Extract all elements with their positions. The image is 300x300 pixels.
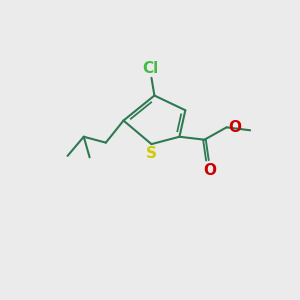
- Text: Cl: Cl: [142, 61, 158, 76]
- Text: S: S: [146, 146, 157, 161]
- Text: O: O: [228, 120, 241, 135]
- Text: O: O: [203, 163, 216, 178]
